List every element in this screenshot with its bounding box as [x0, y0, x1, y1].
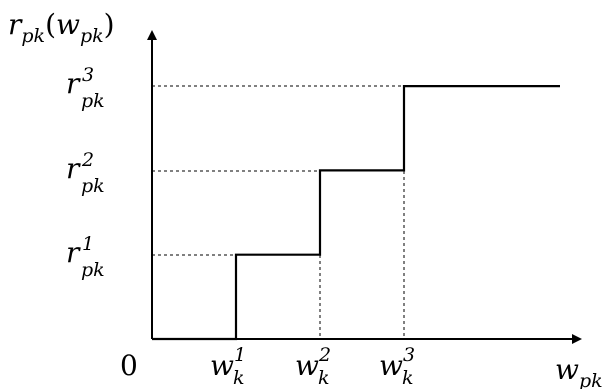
- x-axis-label: wpk: [555, 353, 603, 389]
- x-tick-w1: w 1 k: [210, 344, 246, 389]
- svg-text:r: r: [66, 236, 81, 269]
- svg-text:3: 3: [82, 64, 94, 86]
- svg-text:pk: pk: [81, 90, 105, 112]
- y-axis-label: rpk(wpk): [8, 8, 115, 47]
- svg-text:rpk(wpk): rpk(wpk): [8, 8, 115, 47]
- svg-text:r: r: [66, 152, 81, 185]
- svg-text:k: k: [233, 367, 245, 389]
- svg-text:k: k: [402, 367, 414, 389]
- origin-label: 0: [120, 349, 138, 382]
- svg-text:r: r: [66, 67, 81, 100]
- svg-text:w: w: [210, 349, 234, 382]
- svg-text:wpk: wpk: [555, 353, 603, 389]
- svg-text:pk: pk: [81, 175, 105, 197]
- step-function-line: [152, 84, 560, 341]
- svg-text:pk: pk: [81, 259, 105, 281]
- y-tick-r1: r 1 pk: [66, 233, 105, 281]
- y-tick-r2: r 2 pk: [66, 149, 105, 197]
- svg-text:w: w: [379, 349, 403, 382]
- svg-text:1: 1: [234, 344, 246, 366]
- x-tick-w3: w 3 k: [379, 344, 415, 389]
- svg-text:2: 2: [81, 149, 94, 171]
- x-tick-w2: w 2 k: [295, 344, 331, 389]
- y-tick-r3: r 3 pk: [66, 64, 105, 112]
- svg-text:2: 2: [318, 344, 331, 366]
- svg-text:3: 3: [403, 344, 415, 366]
- svg-text:1: 1: [82, 233, 94, 255]
- svg-text:k: k: [318, 367, 330, 389]
- svg-text:w: w: [295, 349, 319, 382]
